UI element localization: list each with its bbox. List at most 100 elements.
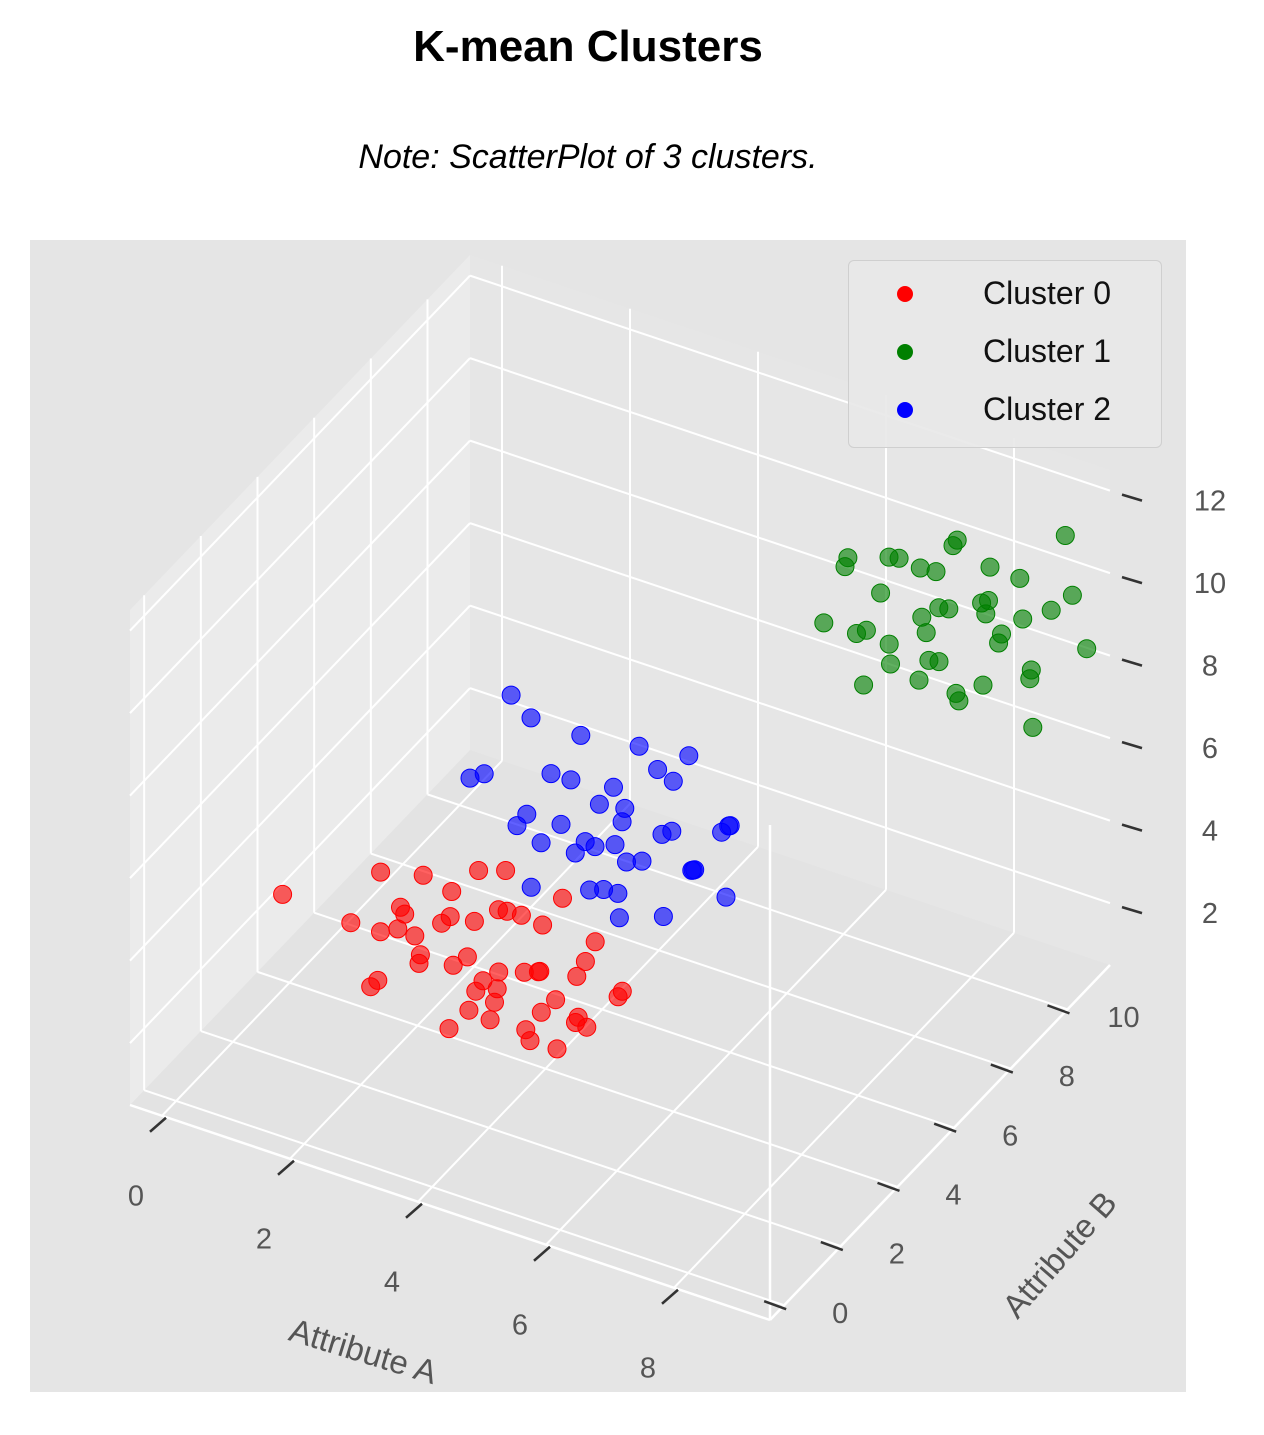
x-tick-label: 2 (256, 1223, 272, 1255)
scatter-point-cluster-1 (939, 599, 959, 619)
data-points (273, 526, 1097, 1059)
legend-item-cluster-1: Cluster 1 (849, 331, 1161, 371)
z-tick-label: 10 (1194, 568, 1226, 600)
tick-mark (149, 1116, 167, 1133)
x-axis-line (129, 1103, 771, 1322)
scatter-point-cluster-1 (1021, 660, 1041, 680)
scatter-point-cluster-0 (371, 922, 390, 942)
y-tick-label: 0 (832, 1298, 848, 1330)
scatter-point-cluster-2 (507, 816, 527, 836)
scatter-point-cluster-2 (589, 794, 609, 814)
scatter-point-cluster-2 (521, 877, 541, 897)
scatter-point-cluster-0 (608, 987, 628, 1007)
scatter-point-cluster-0 (585, 932, 605, 952)
scatter-point-cluster-1 (943, 536, 963, 556)
scatter-point-cluster-2 (720, 816, 740, 836)
scatter-point-cluster-0 (489, 962, 509, 982)
scatter-point-cluster-2 (716, 887, 736, 907)
scatter-point-cluster-2 (551, 814, 571, 834)
scatter-point-cluster-0 (405, 926, 425, 946)
scatter-point-cluster-1 (1041, 600, 1061, 620)
y-axis-line (769, 964, 1111, 1321)
scatter-point-cluster-0 (485, 992, 504, 1012)
y-tick-label: 6 (1002, 1120, 1018, 1152)
scatter-point-cluster-0 (341, 913, 361, 933)
legend-label: Cluster 2 (983, 391, 1112, 427)
tick-mark (1121, 575, 1143, 585)
x-grid-line (673, 932, 1015, 1289)
z-grid-line (129, 687, 471, 1044)
tick-labels: 0 2 4 6 8 0 2 4 6 8 10 2 4 6 8 10 12 (128, 485, 1226, 1384)
scatter-point-cluster-1 (838, 548, 858, 568)
scatter-point-cluster-1 (1055, 526, 1075, 545)
z-tick-label: 6 (1202, 733, 1218, 765)
scatter-point-cluster-1 (871, 583, 891, 603)
scatter-point-cluster-1 (1062, 585, 1082, 605)
scatter-point-cluster-1 (926, 562, 946, 582)
scatter-point-cluster-0 (575, 952, 595, 971)
scatter-point-cluster-2 (604, 777, 623, 797)
scatter-point-cluster-1 (949, 691, 969, 711)
scatter-point-cluster-0 (567, 966, 587, 986)
scatter-point-cluster-0 (371, 862, 391, 882)
scatter-point-cluster-1 (992, 624, 1011, 644)
tick-mark (877, 1181, 900, 1193)
scatter-point-cluster-1 (910, 558, 930, 578)
legend-marker-icon (897, 344, 913, 360)
scatter-point-cluster-1 (929, 652, 949, 672)
scatter-point-cluster-1 (847, 624, 866, 643)
scatter-point-cluster-2 (561, 770, 581, 790)
scatter-point-cluster-2 (648, 760, 668, 779)
scatter-point-cluster-0 (442, 882, 462, 901)
tick-mark (1121, 658, 1143, 667)
z-tick-label: 4 (1202, 815, 1218, 847)
scatter-point-cluster-2 (653, 907, 673, 926)
y-tick-label: 8 (1059, 1061, 1075, 1093)
scatter-point-cluster-0 (457, 947, 477, 967)
scatter-point-cluster-2 (652, 824, 672, 844)
y-grid-line (370, 852, 1012, 1070)
scatter-point-cluster-0 (388, 919, 408, 939)
tick-mark (533, 1245, 551, 1262)
tick-mark (661, 1288, 679, 1305)
z-grid-line (469, 522, 1111, 740)
z-grid-line (129, 439, 471, 797)
scatter-point-cluster-0 (439, 1019, 459, 1039)
scatter-point-cluster-0 (473, 971, 493, 991)
scatter-point-cluster-2 (501, 685, 521, 705)
legend-marker-icon (897, 402, 913, 418)
chart-subtitle: Note: ScatterPlot of 3 clusters. (358, 138, 818, 176)
z-grid-line (129, 274, 471, 632)
legend-item-cluster-0: Cluster 0 (849, 273, 1161, 313)
scatter-point-cluster-2 (629, 736, 649, 756)
scatter-point-cluster-1 (972, 593, 992, 613)
scatter-point-cluster-1 (814, 613, 834, 633)
scatter-point-cluster-0 (514, 962, 534, 982)
scatter-point-cluster-0 (511, 905, 531, 925)
scatter-point-cluster-1 (1010, 568, 1030, 588)
axis-lines (129, 825, 1111, 1322)
y-tick-label: 2 (889, 1239, 905, 1271)
tick-mark (277, 1159, 295, 1176)
scatter-point-cluster-1 (1077, 639, 1097, 659)
scatter-point-cluster-1 (980, 557, 1000, 577)
scatter-point-cluster-0 (531, 1002, 551, 1022)
y-grid-line (143, 1089, 785, 1307)
scatter-point-cluster-2 (565, 843, 585, 863)
tick-mark (405, 1202, 423, 1219)
scatter-point-cluster-2 (609, 908, 629, 928)
scatter-point-cluster-1 (916, 623, 936, 643)
y-tick-label: 4 (945, 1180, 961, 1212)
y-grid-line (257, 970, 898, 1188)
scatter-point-cluster-0 (533, 915, 553, 935)
y-tick-label: 10 (1107, 1002, 1139, 1034)
left-pane (130, 255, 470, 1105)
scatter-point-cluster-2 (580, 880, 600, 900)
tick-mark (1121, 740, 1143, 750)
scatter-point-cluster-0 (516, 1020, 536, 1040)
scatter-point-cluster-1 (1023, 717, 1043, 737)
scatter-point-cluster-0 (496, 861, 516, 880)
scatter-point-cluster-2 (541, 764, 561, 784)
tick-mark (820, 1240, 844, 1252)
scatter-point-cluster-0 (547, 1039, 567, 1059)
